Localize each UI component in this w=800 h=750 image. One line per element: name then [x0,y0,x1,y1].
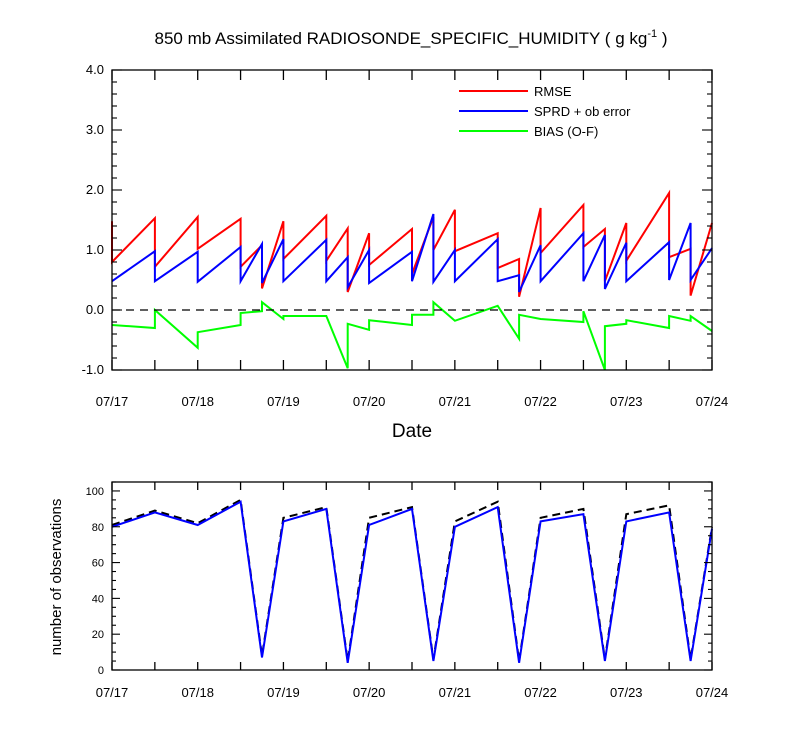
top-series-bias-o-f [111,300,713,371]
top-x-tick-label: 07/20 [353,394,386,409]
top-y-tick-label: 3.0 [86,122,104,137]
title-main: 850 mb Assimilated RADIOSONDE_SPECIFIC_H… [155,29,648,48]
bottom-x-tick-label: 07/23 [610,685,643,700]
bottom-x-tick-label: 07/19 [267,685,300,700]
top-x-tick-label: 07/22 [524,394,557,409]
bottom-series-possible [111,498,713,662]
bottom-panel: 07/17 07/18 07/19 07/20 07/21 07/22 07/23 07/24… [48,481,729,700]
legend-label-bias: BIAS (O-F) [534,124,598,139]
top-y-tick-label: 4.0 [86,62,104,77]
bottom-y-axis-title: number of observations [48,499,65,656]
bottom-x-tick-label: 07/21 [439,685,472,700]
chart-title: 850 mb Assimilated RADIOSONDE_SPECIFIC_H… [155,28,668,48]
legend-label-sprd: SPRD + ob error [534,104,631,119]
bottom-x-tick-label: 07/22 [524,685,557,700]
bottom-x-tick-label: 07/20 [353,685,386,700]
top-series-sprd-ob-error [111,213,713,293]
bottom-y-tick-label: 40 [92,593,104,605]
bottom-tick-labels: 07/17 07/18 07/19 07/20 07/21 07/22 07/23 07/24… [86,486,729,700]
bottom-x-tick-label: 07/17 [96,685,129,700]
legend-label-rmse: RMSE [534,84,572,99]
bottom-plot-frame [111,481,713,671]
bottom-y-tick-label: 80 [92,522,104,534]
bottom-x-tick-label: 07/18 [181,685,214,700]
top-x-axis-title: Date [392,421,432,442]
title-superscript: -1 [647,28,657,40]
top-y-tick-label: 2.0 [86,182,104,197]
bottom-x-tick-label: 07/24 [696,685,729,700]
top-tick-labels: 07/17 07/18 07/19 07/20 07/21 07/22 07/23 07/24… [82,62,729,409]
bottom-y-tick-label: 0 [98,665,104,677]
top-series-group [111,189,713,371]
bottom-y-tick-label: 20 [92,629,104,641]
top-y-tick-label: 0.0 [86,302,104,317]
title-end: ) [657,29,667,48]
top-panel: 07/17 07/18 07/19 07/20 07/21 07/22 07/23 07/24… [82,62,729,442]
top-x-tick-label: 07/18 [181,394,214,409]
top-x-tick-label: 07/24 [696,394,729,409]
bottom-y-tick-label: 60 [92,558,104,570]
top-y-tick-label: 1.0 [86,242,104,257]
top-plot-frame [111,69,713,371]
top-x-tick-label: 07/23 [610,394,643,409]
top-x-tick-label: 07/21 [439,394,472,409]
top-x-tick-label: 07/17 [96,394,129,409]
bottom-series-assimilated [111,500,713,663]
bottom-series-group [111,498,713,663]
top-y-tick-label: -1.0 [82,362,104,377]
top-x-tick-label: 07/19 [267,394,300,409]
bottom-y-tick-label: 100 [86,486,104,498]
legend: RMSE SPRD + ob error BIAS (O-F) [459,84,631,139]
